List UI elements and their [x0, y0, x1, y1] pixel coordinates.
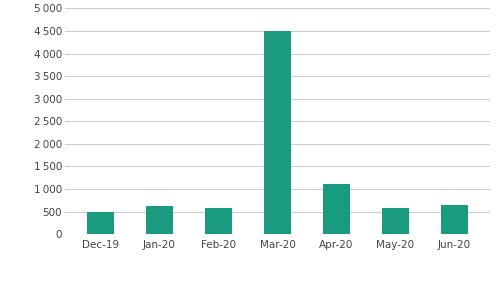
Bar: [87, 212, 114, 234]
Bar: [382, 208, 409, 234]
Bar: [442, 205, 468, 234]
Bar: [264, 31, 291, 234]
Bar: [146, 206, 172, 234]
Bar: [205, 208, 232, 234]
Bar: [323, 184, 350, 234]
